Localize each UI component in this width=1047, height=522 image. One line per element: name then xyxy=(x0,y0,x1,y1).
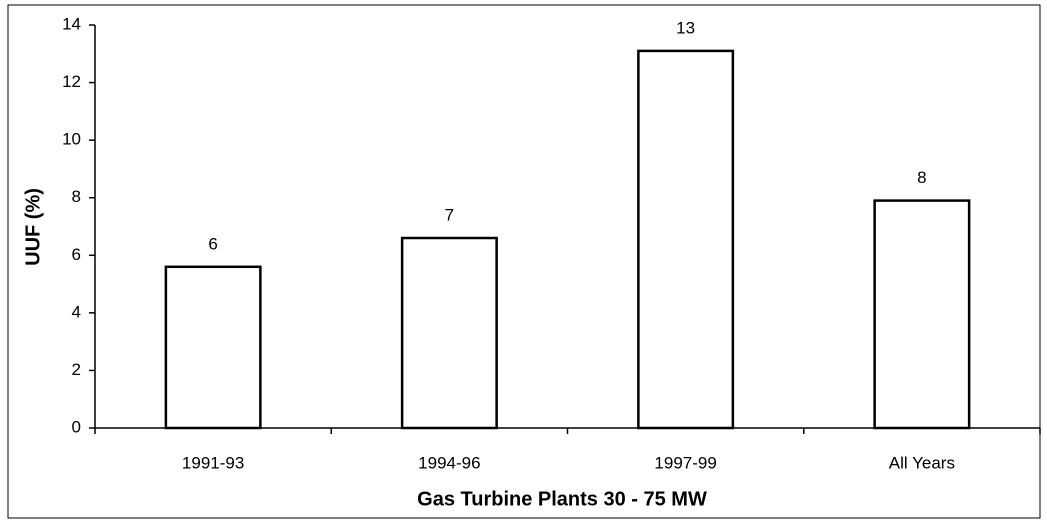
chart-frame xyxy=(7,4,1041,519)
x-tick-label: 1991-93 xyxy=(182,453,244,472)
bar xyxy=(164,265,262,430)
x-tick-label: 1994-96 xyxy=(418,453,480,472)
y-tick-label: 12 xyxy=(62,72,81,91)
data-label: 13 xyxy=(676,18,695,37)
data-label: 6 xyxy=(208,234,217,253)
bar xyxy=(637,49,735,430)
y-tick-label: 14 xyxy=(62,14,81,33)
y-tick-label: 8 xyxy=(72,187,81,206)
y-tick-label: 6 xyxy=(72,245,81,264)
x-tick-label: 1997-99 xyxy=(654,453,716,472)
data-label: 7 xyxy=(445,205,454,224)
bar xyxy=(400,236,498,430)
bar xyxy=(873,199,971,430)
y-tick-label: 10 xyxy=(62,130,81,149)
y-tick-label: 4 xyxy=(72,302,81,321)
y-axis-title: UUF (%) xyxy=(22,188,44,266)
data-label: 8 xyxy=(917,168,926,187)
x-tick-label: All Years xyxy=(889,453,955,472)
x-axis-title: Gas Turbine Plants 30 - 75 MW xyxy=(417,488,707,510)
y-tick-label: 0 xyxy=(72,417,81,436)
y-tick-label: 2 xyxy=(72,360,81,379)
